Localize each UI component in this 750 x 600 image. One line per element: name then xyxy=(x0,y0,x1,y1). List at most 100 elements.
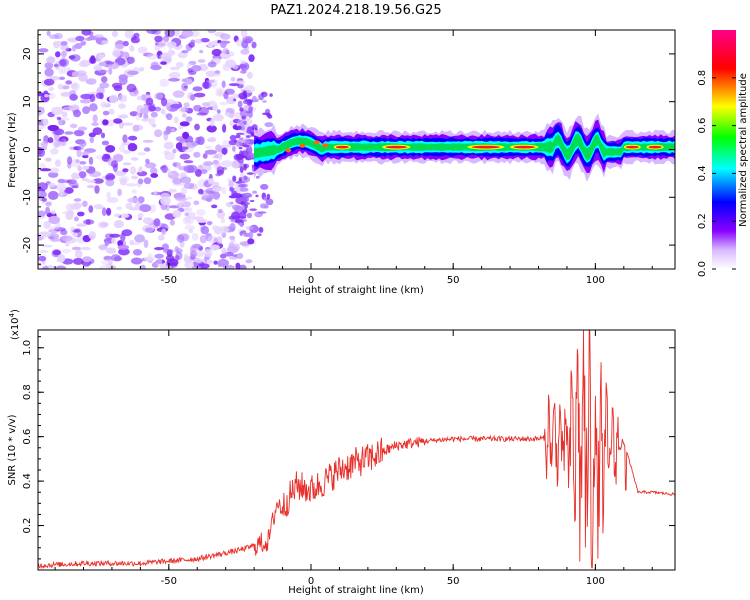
noise-blob xyxy=(40,168,52,172)
noise-blob xyxy=(163,249,174,254)
snr-panel: -50 0 50 100 0.2 0.4 0.6 0.8 1.0 Height of strai… xyxy=(7,309,676,596)
noise-blob xyxy=(235,132,245,135)
noise-blob xyxy=(139,204,152,213)
snr-series-line xyxy=(38,330,675,569)
noise-blob xyxy=(38,210,46,217)
noise-blob xyxy=(168,188,177,193)
x-tick-label: 100 xyxy=(586,576,605,587)
noise-blob xyxy=(47,190,59,200)
noise-blob xyxy=(215,173,221,177)
noise-blob xyxy=(217,258,229,267)
noise-blob xyxy=(260,183,269,190)
noise-blob xyxy=(184,212,189,217)
noise-blob xyxy=(52,249,61,256)
noise-blob xyxy=(69,123,78,129)
noise-blob xyxy=(188,70,197,75)
noise-blob xyxy=(45,202,52,207)
noise-blob xyxy=(238,184,247,187)
noise-blob xyxy=(150,111,158,118)
noise-blob xyxy=(185,116,193,122)
noise-blob xyxy=(234,219,244,224)
noise-blob xyxy=(105,145,116,153)
noise-blob xyxy=(231,160,240,169)
noise-blob xyxy=(184,216,192,223)
noise-blob xyxy=(201,102,210,107)
noise-blob xyxy=(154,92,164,100)
noise-blob xyxy=(44,68,54,77)
colorbar-tick-label: 0.6 xyxy=(697,118,708,134)
noise-blob xyxy=(100,132,106,139)
noise-blob xyxy=(251,41,257,49)
noise-blob xyxy=(95,92,104,99)
noise-blob xyxy=(235,154,245,160)
noise-blob xyxy=(213,260,218,265)
noise-blob xyxy=(117,244,130,250)
noise-blob xyxy=(164,30,175,38)
noise-blob xyxy=(160,108,166,115)
noise-blob xyxy=(246,172,254,175)
noise-blob xyxy=(223,91,229,100)
noise-blob xyxy=(111,237,116,244)
noise-blob xyxy=(220,217,226,224)
noise-blob xyxy=(61,117,70,121)
noise-blob xyxy=(245,259,253,264)
noise-blob xyxy=(76,223,87,227)
noise-blob xyxy=(143,177,152,185)
noise-blob xyxy=(89,136,95,144)
noise-blob xyxy=(43,220,51,229)
noise-blob xyxy=(73,109,81,118)
noise-blob xyxy=(111,254,121,262)
noise-blob xyxy=(224,112,231,116)
noise-blob xyxy=(249,208,257,211)
noise-blob xyxy=(242,232,249,237)
noise-blob xyxy=(122,40,129,47)
noise-blob xyxy=(106,197,119,204)
noise-blob xyxy=(176,234,185,243)
noise-blob xyxy=(265,198,274,206)
snr-multiplier: (x104) xyxy=(8,309,21,340)
noise-blob xyxy=(108,108,115,115)
noise-blob xyxy=(216,109,221,114)
y-tick-label: -20 xyxy=(22,237,33,253)
noise-blob xyxy=(122,134,128,143)
noise-blob xyxy=(175,197,188,202)
noise-blob xyxy=(142,139,154,143)
noise-blob xyxy=(239,264,247,269)
noise-blob xyxy=(77,144,85,151)
noise-blob xyxy=(41,197,47,202)
noise-blob xyxy=(219,225,229,234)
noise-blob xyxy=(80,93,93,100)
noise-blob xyxy=(88,205,94,213)
noise-blob xyxy=(108,174,116,180)
noise-blob xyxy=(172,177,183,185)
noise-blob xyxy=(154,35,163,42)
noise-blob xyxy=(230,77,236,82)
spectrogram-xlabel: Height of straight line (km) xyxy=(288,285,424,296)
noise-blob xyxy=(183,182,195,189)
noise-blob xyxy=(60,44,70,51)
noise-blob xyxy=(92,114,98,123)
noise-blob xyxy=(220,33,231,40)
noise-blob xyxy=(244,192,251,196)
noise-blob xyxy=(196,218,208,223)
noise-blob xyxy=(98,62,107,67)
noise-blob xyxy=(160,196,171,206)
noise-blob xyxy=(262,100,267,103)
noise-blob xyxy=(240,49,250,55)
noise-blob xyxy=(43,78,55,86)
noise-blob xyxy=(56,182,67,192)
noise-blob xyxy=(170,103,183,109)
noise-blob xyxy=(113,213,121,218)
noise-blob xyxy=(217,208,223,214)
noise-blob xyxy=(161,228,167,235)
noise-blob xyxy=(73,216,79,222)
noise-blob xyxy=(154,247,164,251)
noise-blob xyxy=(94,66,102,71)
noise-blob xyxy=(180,186,188,196)
noise-blob xyxy=(69,93,78,101)
noise-blob xyxy=(99,265,111,269)
y-tick-label: -10 xyxy=(22,189,33,205)
noise-blob xyxy=(77,202,83,208)
noise-blob xyxy=(180,176,192,184)
